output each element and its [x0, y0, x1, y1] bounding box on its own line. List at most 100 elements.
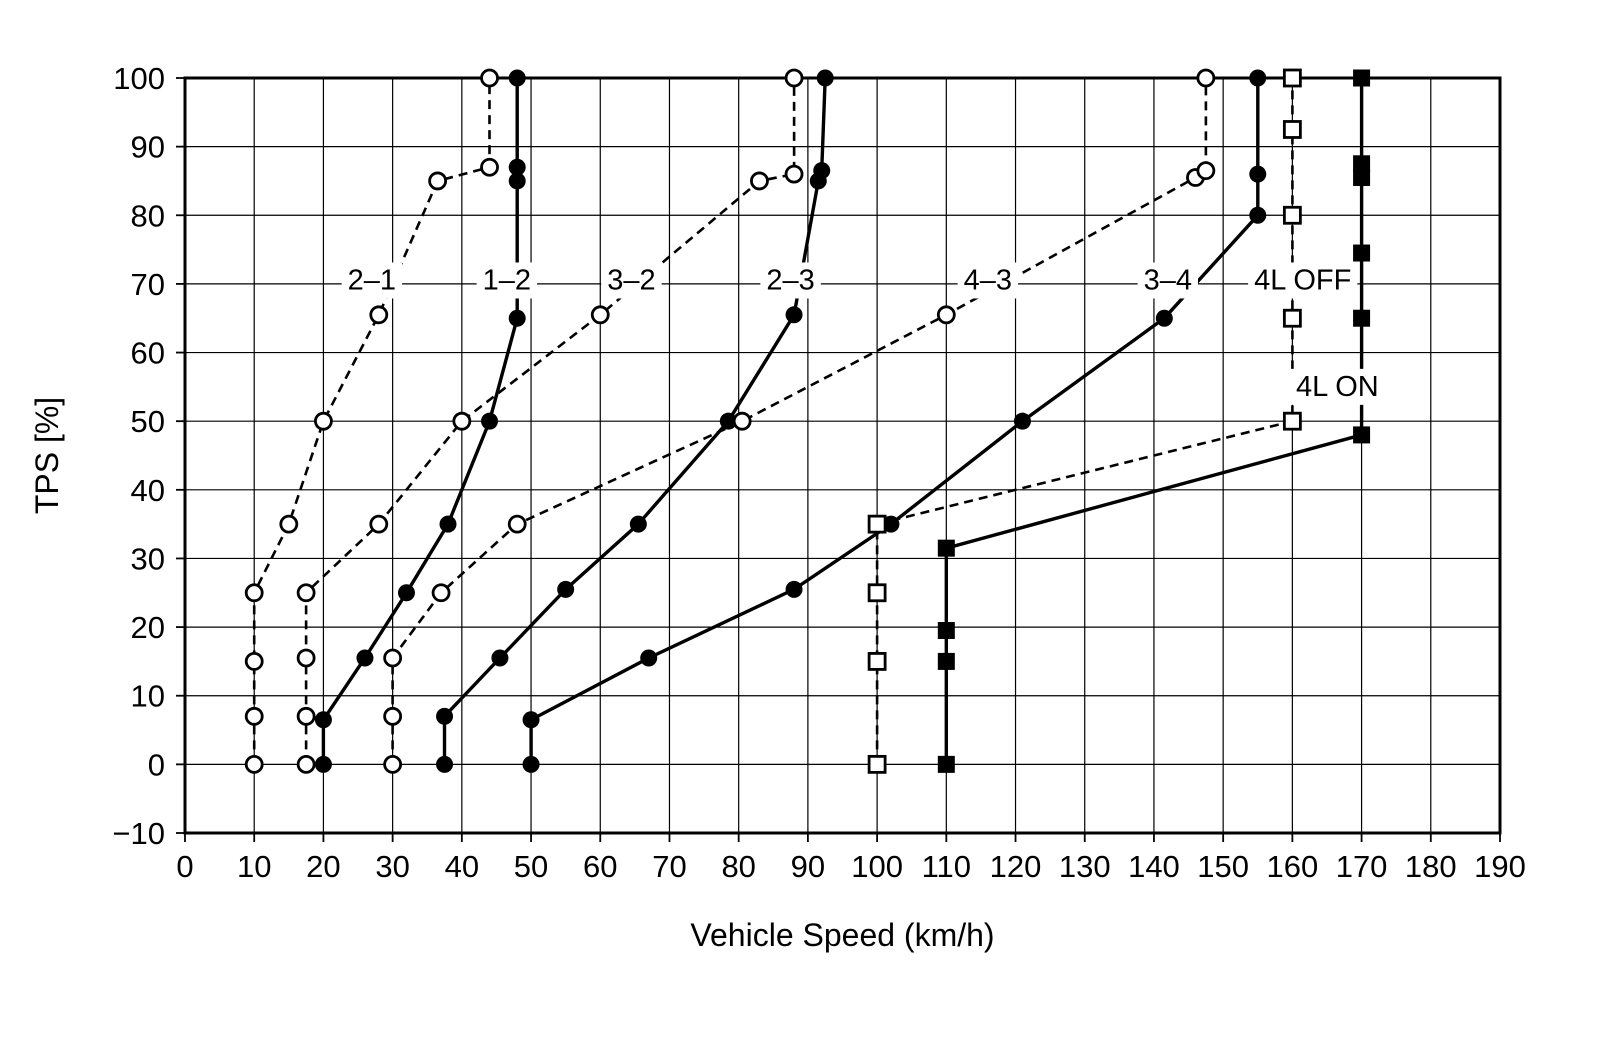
open-circle-marker	[480, 68, 499, 88]
series-3-4	[522, 69, 1267, 773]
filled-circle-marker	[557, 580, 575, 598]
y-tick-label: 30	[131, 541, 165, 576]
x-tick-label: 80	[721, 849, 755, 884]
x-tick-label: 110	[922, 849, 971, 884]
filled-circle-marker	[1249, 69, 1267, 87]
filled-circle-marker	[436, 707, 454, 725]
filled-circle-marker	[785, 306, 803, 324]
y-tick-label: 100	[113, 61, 165, 96]
filled-square-marker	[1353, 309, 1371, 327]
open-circle-marker	[590, 305, 610, 325]
open-circle-marker	[452, 411, 472, 431]
y-tick-label: 0	[148, 747, 165, 782]
series-label-1-2: 1–2	[476, 262, 538, 299]
filled-circle-marker	[816, 69, 834, 87]
x-tick-label: 60	[583, 849, 617, 884]
filled-circle-marker	[508, 172, 526, 190]
open-circle-marker	[784, 164, 804, 184]
x-tick-label: 100	[851, 849, 903, 884]
open-circle-marker	[279, 514, 299, 534]
filled-circle-marker	[491, 649, 509, 667]
series-label-bg	[760, 262, 821, 299]
series-label-text: 4L OFF	[1254, 264, 1351, 296]
open-circle-marker	[784, 68, 804, 88]
series-2-3	[436, 69, 834, 773]
x-tick-label: 130	[1059, 849, 1111, 884]
open-square-marker	[867, 583, 887, 603]
open-square-marker	[1282, 411, 1302, 431]
filled-square-marker	[1353, 426, 1371, 444]
open-circle-marker	[296, 754, 316, 774]
series-label-bg	[1289, 368, 1385, 405]
open-circle-marker	[296, 583, 316, 603]
y-tick-label: 70	[131, 267, 165, 302]
series-label-bg	[957, 262, 1019, 299]
filled-circle-marker	[629, 515, 647, 533]
series-label-text: 3–2	[607, 264, 655, 296]
open-square-marker	[867, 754, 887, 774]
filled-circle-marker	[439, 515, 457, 533]
filled-square-marker	[937, 755, 955, 773]
open-circle-marker	[296, 648, 316, 668]
x-tick-label: 20	[306, 849, 340, 884]
series-label-bg	[341, 262, 403, 299]
filled-circle-marker	[785, 580, 803, 598]
open-circle-marker	[244, 754, 264, 774]
filled-circle-marker	[508, 158, 526, 176]
series-label-text: 1–2	[483, 264, 531, 296]
series-label-3-4: 3–4	[1137, 262, 1198, 299]
series-label-bg	[601, 262, 662, 299]
open-circle-marker	[369, 305, 389, 325]
filled-square-marker	[937, 539, 955, 557]
x-tick-label: 0	[176, 849, 193, 884]
filled-circle-marker	[314, 755, 332, 773]
open-circle-marker	[936, 305, 956, 325]
filled-circle-marker	[813, 162, 831, 180]
open-square-marker	[1282, 205, 1302, 225]
y-tick-label: 10	[131, 679, 165, 714]
x-tick-label: 40	[445, 849, 479, 884]
filled-square-marker	[937, 652, 955, 670]
series-1-2	[314, 69, 526, 773]
filled-square-marker	[1353, 69, 1371, 87]
axis-ticks: 0 10 20 30 40 50 60 70 80 90 100 110 120 130 140 150 160…	[112, 61, 1525, 884]
series-label-bg	[476, 262, 538, 299]
open-circle-marker	[507, 514, 527, 534]
filled-square-marker	[1353, 244, 1371, 262]
open-square-marker	[1282, 120, 1302, 139]
open-circle-marker	[1196, 68, 1216, 88]
open-square-marker	[1282, 308, 1302, 328]
open-circle-marker	[383, 706, 403, 726]
y-axis-title: TPS [%]	[29, 397, 65, 514]
y-tick-label: 90	[131, 130, 165, 165]
open-circle-marker	[431, 583, 451, 603]
filled-square-marker	[1353, 169, 1371, 187]
series-label-bg	[1137, 262, 1198, 299]
x-tick-label: 190	[1474, 849, 1526, 884]
filled-circle-marker	[522, 711, 540, 729]
series-label-4-3: 4–3	[957, 262, 1019, 299]
series-line	[304, 78, 796, 765]
y-tick-label: 20	[131, 610, 165, 645]
x-axis-title: Vehicle Speed (km/h)	[690, 917, 994, 953]
y-tick-label: 50	[131, 404, 165, 439]
filled-circle-marker	[522, 755, 540, 773]
series-2-1	[244, 68, 499, 774]
open-circle-marker	[1196, 161, 1216, 181]
filled-circle-marker	[508, 309, 526, 327]
open-circle-marker	[383, 648, 403, 668]
x-tick-label: 30	[375, 849, 409, 884]
series-label-text: 4–3	[964, 264, 1012, 296]
open-square-marker	[867, 514, 887, 534]
filled-circle-marker	[481, 412, 499, 430]
x-tick-label: 140	[1128, 849, 1180, 884]
open-circle-marker	[383, 754, 403, 774]
series-label-text: 2–3	[766, 264, 814, 296]
filled-circle-marker	[397, 584, 415, 602]
x-tick-label: 120	[990, 849, 1042, 884]
x-tick-label: 90	[791, 849, 825, 884]
series-label-2-1: 2–1	[341, 262, 403, 299]
x-tick-label: 180	[1405, 849, 1457, 884]
